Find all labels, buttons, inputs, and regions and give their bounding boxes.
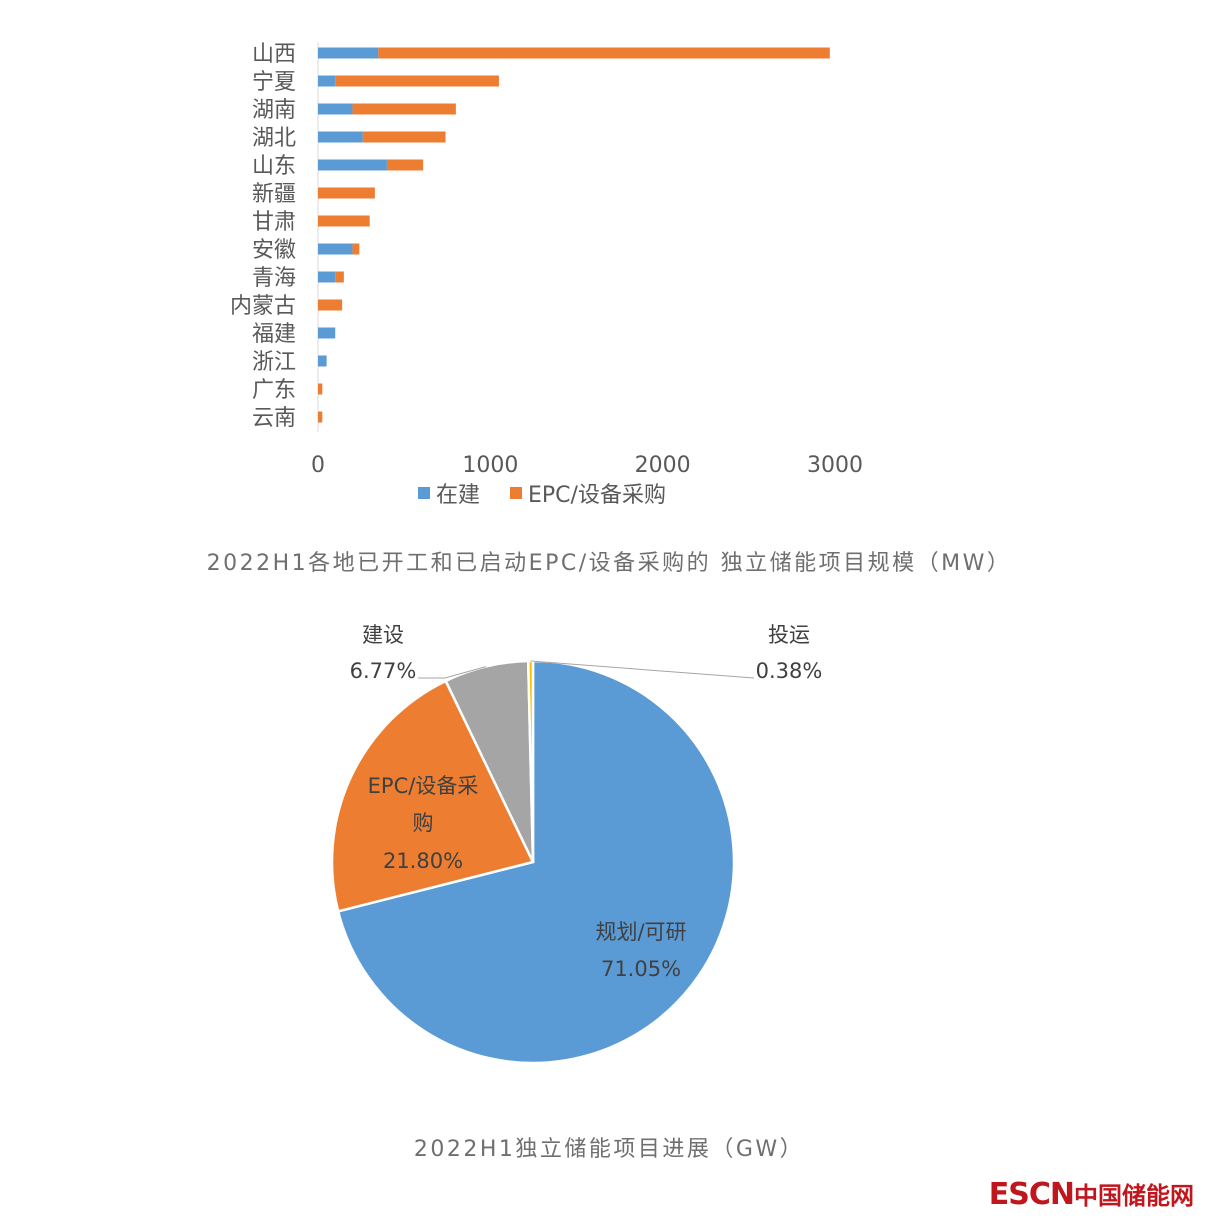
bar-in-construction <box>318 327 336 339</box>
category-label: 甘肃 <box>252 210 296 235</box>
category-label: 山西 <box>252 42 296 67</box>
pie-label: 0.38% <box>756 659 823 683</box>
category-label: 安徽 <box>252 238 296 263</box>
pie-label: 购 <box>413 811 434 835</box>
pie-label: EPC/设备采 <box>368 774 479 798</box>
pie-chart: 规划/可研 71.05% EPC/设备采购 21.80% 建设 6.77% 投运 0.38% <box>330 623 823 1065</box>
legend-label: 在建 <box>436 483 480 508</box>
x-tick-label: 1000 <box>462 453 518 478</box>
bar-in-construction <box>318 159 387 171</box>
bar-in-construction <box>318 131 363 143</box>
pie-slice <box>330 679 535 913</box>
category-label: 内蒙古 <box>230 294 296 319</box>
pie-slice <box>336 659 736 1065</box>
category-label: 云南 <box>252 406 296 431</box>
bar-in-construction <box>318 103 353 115</box>
pie-label: 71.05% <box>601 957 681 981</box>
bar-in-construction <box>318 47 379 59</box>
logo-cn-text: 中国储能网 <box>1074 1182 1194 1210</box>
pie-label: 建设 <box>362 623 404 647</box>
pie-label: 6.77% <box>350 659 417 683</box>
bar-epc <box>318 187 375 199</box>
bar-chart-title: 2022H1各地已开工和已启动EPC/设备采购的 独立储能项目规模（MW） <box>206 551 1012 576</box>
legend-swatch <box>510 487 522 499</box>
legend-swatch <box>418 487 430 499</box>
x-tick-label: 3000 <box>807 453 863 478</box>
leader-line <box>418 666 487 679</box>
pie-label: 21.80% <box>383 849 463 873</box>
x-tick-label: 2000 <box>635 453 691 478</box>
pie-chart-title: 2022H1独立储能项目进展（GW） <box>413 1137 805 1162</box>
bar-in-construction <box>318 75 336 87</box>
category-label: 福建 <box>252 322 296 347</box>
category-label: 宁夏 <box>252 70 296 95</box>
bar-epc <box>318 383 323 395</box>
category-label: 湖南 <box>252 98 296 123</box>
bar-epc <box>352 103 456 115</box>
bar-epc <box>352 243 360 255</box>
bar-in-construction <box>318 355 327 367</box>
legend-label: EPC/设备采购 <box>528 483 666 508</box>
logo-escn-text: ESCN <box>988 1177 1075 1212</box>
bar-epc <box>318 411 323 423</box>
category-label: 山东 <box>252 154 296 179</box>
category-label: 湖北 <box>252 126 296 151</box>
category-label: 新疆 <box>252 182 296 207</box>
escn-logo: ESCN中国储能网 <box>989 1176 1194 1212</box>
bar-epc <box>318 299 343 311</box>
pie-label: 投运 <box>768 623 810 647</box>
bar-epc <box>335 271 344 283</box>
bar-epc <box>335 75 499 87</box>
category-label: 广东 <box>252 378 296 403</box>
bar-in-construction <box>318 271 336 283</box>
bar-epc <box>318 215 370 227</box>
bar-in-construction <box>318 243 353 255</box>
bar-epc <box>362 131 446 143</box>
leader-line <box>530 660 755 679</box>
bar-epc <box>386 159 424 171</box>
pie-label: 规划/可研 <box>595 920 686 944</box>
category-label: 青海 <box>252 266 296 291</box>
x-tick-label: 0 <box>311 453 325 478</box>
category-label: 浙江 <box>252 350 296 375</box>
bar-epc <box>378 47 830 59</box>
